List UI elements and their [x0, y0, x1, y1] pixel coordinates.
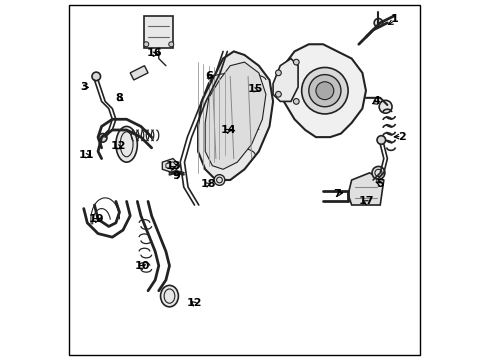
Circle shape	[275, 91, 281, 97]
Circle shape	[293, 59, 299, 65]
Text: 7: 7	[333, 189, 341, 199]
Circle shape	[143, 42, 148, 47]
Text: 16: 16	[146, 48, 162, 58]
Text: 6: 6	[204, 71, 212, 81]
Text: 19: 19	[88, 214, 104, 224]
Text: 12: 12	[111, 141, 126, 151]
Text: 4: 4	[372, 96, 380, 107]
Text: 3: 3	[81, 82, 88, 92]
Circle shape	[293, 99, 299, 104]
Circle shape	[373, 18, 382, 27]
Text: 12: 12	[186, 298, 202, 308]
Text: 2: 2	[397, 132, 405, 142]
Circle shape	[168, 42, 173, 47]
Polygon shape	[130, 66, 148, 80]
Text: 15: 15	[247, 84, 263, 94]
Polygon shape	[198, 51, 272, 180]
Ellipse shape	[160, 285, 178, 307]
Text: 8: 8	[115, 93, 122, 103]
Circle shape	[308, 75, 340, 107]
Polygon shape	[162, 158, 180, 173]
Text: 1: 1	[390, 14, 398, 24]
Polygon shape	[144, 16, 173, 48]
Circle shape	[315, 82, 333, 100]
Circle shape	[371, 166, 384, 179]
Text: 5: 5	[376, 179, 383, 189]
Circle shape	[301, 67, 347, 114]
FancyBboxPatch shape	[69, 5, 419, 355]
Text: 14: 14	[220, 125, 236, 135]
Text: 10: 10	[135, 261, 150, 271]
Polygon shape	[272, 59, 298, 102]
Text: 11: 11	[79, 150, 94, 160]
Circle shape	[214, 175, 224, 185]
Text: 18: 18	[200, 179, 215, 189]
Circle shape	[92, 72, 101, 81]
Circle shape	[378, 100, 391, 113]
Circle shape	[275, 70, 281, 76]
Circle shape	[376, 136, 385, 144]
Circle shape	[98, 134, 107, 142]
Polygon shape	[205, 62, 265, 169]
Text: 13: 13	[165, 161, 181, 171]
Text: 17: 17	[358, 197, 373, 206]
Ellipse shape	[116, 126, 137, 162]
Text: 9: 9	[172, 171, 180, 181]
Polygon shape	[280, 44, 365, 137]
Polygon shape	[347, 173, 383, 205]
